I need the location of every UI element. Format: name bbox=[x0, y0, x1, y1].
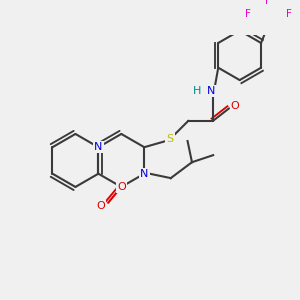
Text: N: N bbox=[94, 142, 103, 152]
Text: S: S bbox=[166, 134, 173, 144]
Text: F: F bbox=[286, 9, 291, 19]
Text: F: F bbox=[245, 9, 251, 19]
Text: O: O bbox=[231, 101, 240, 111]
Text: O: O bbox=[97, 201, 105, 212]
Text: N: N bbox=[207, 86, 216, 96]
Text: O: O bbox=[117, 182, 126, 192]
Text: N: N bbox=[140, 169, 148, 179]
Text: F: F bbox=[265, 0, 271, 6]
Text: H: H bbox=[192, 86, 201, 96]
